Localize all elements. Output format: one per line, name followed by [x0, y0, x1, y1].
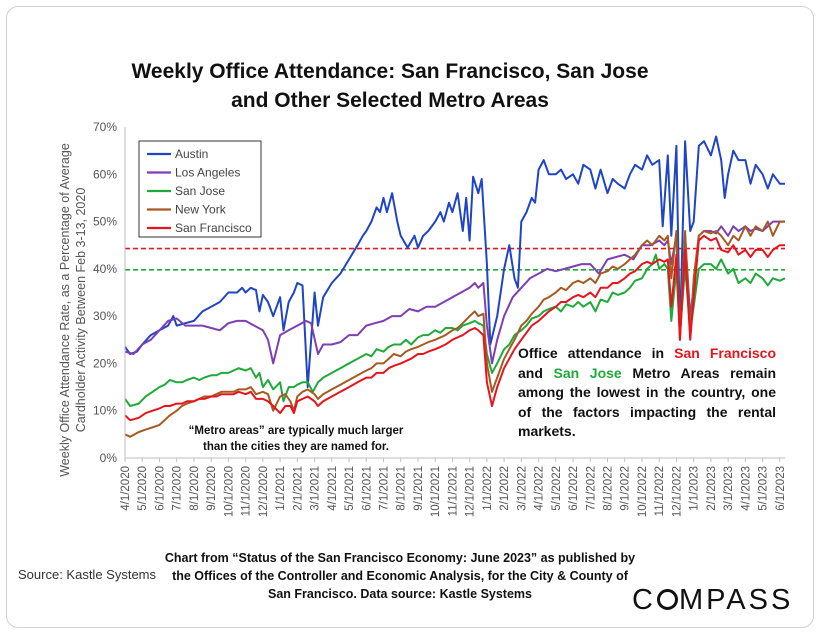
x-tick-label: 5/1/2020 — [137, 466, 149, 511]
x-tick-label: 8/1/2022 — [603, 466, 615, 511]
callout-seg-1: Office attendance in — [518, 345, 675, 361]
x-tick-label: 10/1/2020 — [223, 466, 235, 517]
x-tick-label: 1/1/2023 — [689, 466, 701, 511]
x-tick-label: 6/1/2022 — [568, 466, 580, 511]
chart-frame — [6, 6, 814, 628]
x-tick-label: 7/1/2020 — [172, 466, 184, 511]
x-tick-label: 2/1/2022 — [499, 466, 511, 511]
x-tick-label: 4/1/2022 — [534, 466, 546, 511]
y-axis-label-line-1: Weekly Office Attendance Rate, as a Perc… — [58, 143, 72, 477]
x-tick-label: 12/1/2021 — [465, 466, 477, 517]
x-tick-label: 5/1/2023 — [758, 466, 770, 511]
logo-letters-mpass: MPASS — [678, 584, 794, 616]
source-text: Source: Kastle Systems — [18, 567, 156, 582]
x-tick-label: 5/1/2022 — [551, 466, 563, 511]
y-tick-label: 50% — [93, 215, 117, 229]
callout-seg-2: and — [518, 364, 554, 381]
compass-logo: C MPASS — [632, 584, 793, 617]
chart-title-line-1: Weekly Office Attendance: San Francisco,… — [131, 60, 649, 83]
y-tick-label: 0% — [100, 451, 118, 465]
x-tick-label: 9/1/2021 — [413, 466, 425, 511]
callout-seg-3: Metro Areas remain among the lowest in t… — [518, 364, 777, 440]
x-tick-label: 11/1/2021 — [447, 466, 459, 516]
x-tick-label: 10/1/2021 — [430, 466, 442, 517]
x-tick-label: 12/1/2022 — [671, 466, 683, 517]
logo-letter-c: C — [632, 584, 656, 616]
y-tick-label: 40% — [93, 262, 117, 276]
x-tick-label: 6/1/2021 — [361, 466, 373, 511]
x-tick-label: 5/1/2021 — [344, 466, 356, 511]
x-tick-label: 2/1/2021 — [292, 466, 304, 511]
x-tick-label: 1/1/2022 — [482, 466, 494, 511]
caption-text: Chart from “Status of the San Francisco … — [164, 551, 636, 601]
legend-label: New York — [175, 203, 227, 217]
chart-title-line-2: and Other Selected Metro Areas — [231, 89, 549, 112]
metro-areas-note: “Metro areas” are typically much larger … — [188, 425, 404, 453]
x-tick-label: 6/1/2023 — [775, 466, 787, 511]
callout-text: Office attendance in San Francisco and S… — [518, 344, 776, 442]
x-tick-label: 12/1/2020 — [258, 466, 270, 517]
x-tick-label: 2/1/2023 — [706, 466, 718, 511]
x-tick-label: 4/1/2023 — [740, 466, 752, 511]
legend-label: Austin — [175, 147, 208, 161]
x-tick-label: 3/1/2022 — [516, 466, 528, 511]
legend-label: San Jose — [175, 184, 225, 198]
callout-san-francisco: San Francisco — [674, 345, 777, 361]
legend-box — [138, 140, 262, 238]
x-tick-label: 8/1/2020 — [189, 466, 201, 511]
x-tick-label: 8/1/2021 — [396, 466, 408, 511]
x-tick-label: 4/1/2020 — [120, 466, 132, 511]
x-tick-label: 3/1/2021 — [310, 466, 322, 511]
chart-title: Weekly Office Attendance: San Francisco,… — [120, 57, 660, 115]
x-tick-label: 11/1/2022 — [654, 466, 666, 516]
y-tick-label: 10% — [93, 404, 117, 418]
legend-label: San Francisco — [175, 221, 252, 235]
legend-label: Los Angeles — [175, 166, 240, 180]
x-tick-label: 7/1/2022 — [585, 466, 597, 511]
x-tick-label: 3/1/2023 — [723, 466, 735, 511]
callout-san-jose: San Jose — [553, 364, 622, 381]
x-tick-label: 11/1/2020 — [241, 466, 253, 516]
y-tick-label: 30% — [93, 309, 117, 323]
y-tick-label: 70% — [93, 120, 117, 134]
x-tick-label: 6/1/2020 — [154, 466, 166, 511]
x-tick-label: 7/1/2021 — [378, 466, 390, 511]
x-tick-label: 10/1/2022 — [637, 466, 649, 517]
y-axis-label-line-2: Cardholder Activity Between Feb 3-13, 20… — [74, 188, 88, 433]
y-tick-label: 20% — [93, 356, 117, 370]
series-line-san-francisco — [124, 234, 785, 422]
x-tick-label: 1/1/2021 — [275, 466, 287, 511]
y-tick-label: 60% — [93, 167, 117, 181]
x-tick-label: 9/1/2020 — [206, 466, 218, 511]
x-tick-label: 9/1/2022 — [620, 466, 632, 511]
logo-o-ring — [656, 589, 678, 610]
series-line-austin — [124, 135, 785, 389]
x-tick-label: 4/1/2021 — [327, 466, 339, 511]
